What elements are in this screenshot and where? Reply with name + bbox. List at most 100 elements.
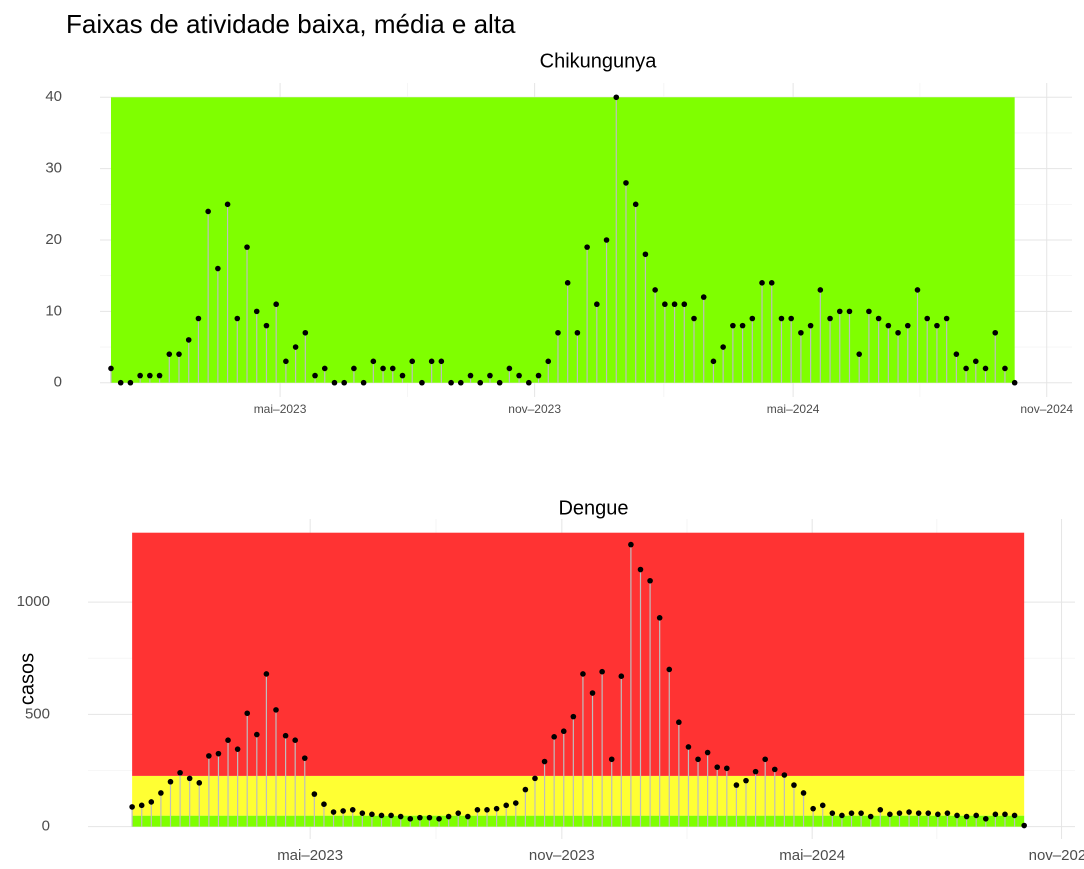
point xyxy=(781,772,788,778)
y-tick-label: 0 xyxy=(54,374,62,391)
point xyxy=(875,315,882,322)
point xyxy=(341,379,347,386)
panel-title: Chikungunya xyxy=(540,50,658,72)
point xyxy=(924,315,931,322)
point xyxy=(771,766,778,773)
point xyxy=(388,812,394,819)
point xyxy=(512,800,519,806)
y-tick-label: 40 xyxy=(45,88,62,105)
point xyxy=(778,315,785,322)
point xyxy=(560,728,567,735)
point xyxy=(632,201,639,208)
point xyxy=(827,315,833,322)
point xyxy=(129,804,135,810)
point xyxy=(455,810,462,816)
point xyxy=(943,315,950,322)
point xyxy=(743,777,749,784)
point xyxy=(147,372,153,379)
point xyxy=(935,811,941,818)
point xyxy=(1002,811,1008,818)
point xyxy=(599,668,605,675)
point xyxy=(244,710,251,717)
point xyxy=(691,315,697,322)
point xyxy=(858,810,864,816)
point xyxy=(810,805,816,812)
point xyxy=(436,815,442,822)
point xyxy=(896,810,903,816)
point xyxy=(829,810,836,816)
point xyxy=(137,372,143,379)
point xyxy=(662,301,668,308)
point xyxy=(117,379,124,386)
point xyxy=(817,287,824,293)
point xyxy=(915,810,922,816)
activity-band xyxy=(132,532,1025,776)
point xyxy=(628,541,634,548)
point xyxy=(1021,822,1027,829)
point xyxy=(457,379,464,386)
point xyxy=(224,201,231,208)
point xyxy=(681,301,688,308)
point xyxy=(234,315,241,322)
point xyxy=(185,337,192,343)
point xyxy=(167,778,174,785)
point xyxy=(148,799,155,805)
point xyxy=(856,351,862,357)
point xyxy=(389,365,396,372)
point xyxy=(186,775,193,782)
point xyxy=(448,379,454,386)
point xyxy=(263,322,270,329)
point xyxy=(730,322,736,329)
point xyxy=(283,358,289,365)
point xyxy=(292,344,299,350)
panel-title: Dengue xyxy=(558,497,628,519)
point xyxy=(714,764,721,770)
point xyxy=(973,358,979,365)
point xyxy=(407,815,414,822)
point xyxy=(867,813,874,820)
point xyxy=(321,801,327,807)
point xyxy=(244,244,250,250)
point xyxy=(215,265,221,272)
point xyxy=(594,301,600,308)
point xyxy=(642,251,649,258)
point xyxy=(676,719,682,726)
point xyxy=(176,351,182,357)
point xyxy=(944,810,951,816)
point xyxy=(206,753,212,759)
point xyxy=(360,379,367,386)
point xyxy=(963,365,969,372)
point xyxy=(695,756,701,763)
point xyxy=(846,308,853,315)
point xyxy=(378,812,385,819)
point xyxy=(1002,365,1008,372)
point xyxy=(555,329,561,336)
point xyxy=(652,287,658,293)
point xyxy=(196,780,203,786)
point xyxy=(331,379,338,386)
x-tick-label: nov–2024 xyxy=(1020,402,1073,416)
point xyxy=(904,322,911,329)
point xyxy=(526,379,532,386)
point xyxy=(906,809,912,815)
point xyxy=(580,671,586,677)
point xyxy=(484,807,490,813)
point xyxy=(522,786,529,793)
point xyxy=(608,756,615,763)
y-tick-label: 20 xyxy=(45,231,62,248)
point xyxy=(156,372,163,379)
point xyxy=(992,329,999,336)
point xyxy=(496,379,503,386)
point xyxy=(438,358,445,365)
point xyxy=(762,756,768,763)
page-title: Faixas de atividade baixa, média e alta xyxy=(66,9,516,39)
y-axis-label: casos xyxy=(16,653,38,705)
point xyxy=(330,809,337,815)
point xyxy=(963,813,970,820)
point xyxy=(301,755,308,761)
point xyxy=(954,812,960,819)
point xyxy=(973,812,980,819)
point xyxy=(807,322,814,329)
point xyxy=(215,750,222,757)
